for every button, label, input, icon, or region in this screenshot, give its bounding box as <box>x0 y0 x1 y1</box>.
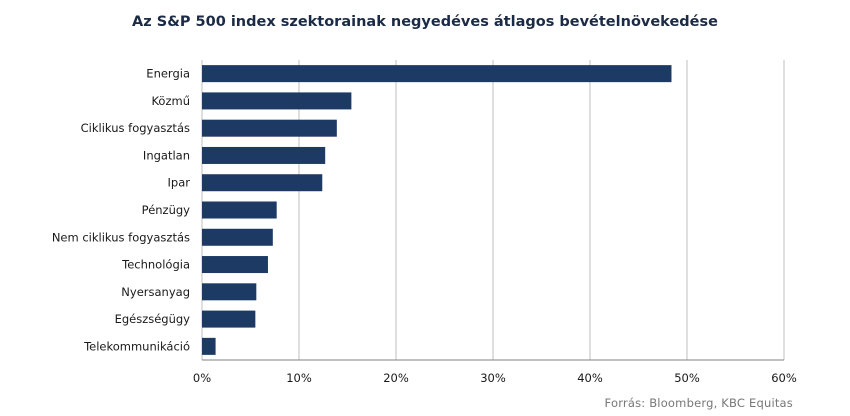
category-label: Telekommunikáció <box>83 339 190 353</box>
x-tick-label: 50% <box>674 371 700 385</box>
x-tick-label: 60% <box>771 371 797 385</box>
chart-title: Az S&P 500 index szektorainak negyedéves… <box>132 14 718 30</box>
category-label: Ciklikus fogyasztás <box>81 121 190 135</box>
bar <box>202 146 326 164</box>
category-label: Nyersanyag <box>121 285 190 299</box>
bars <box>202 65 672 355</box>
bar <box>202 92 352 110</box>
bar <box>202 65 672 83</box>
category-labels: Energia Közmű Ciklikus fogyasztás Ingatlan I… <box>52 67 190 354</box>
category-label: Egészségügy <box>115 312 191 326</box>
bar <box>202 119 337 137</box>
bar <box>202 174 323 192</box>
x-tick-labels: 0% 10% 20% 30% 40% 50% 60% <box>193 371 797 385</box>
x-tick-label: 10% <box>286 371 312 385</box>
bar <box>202 310 256 328</box>
source-note: Forrás: Bloomberg, KBC Equitas <box>604 396 793 410</box>
bar <box>202 228 273 246</box>
bar <box>202 256 268 274</box>
x-tick-label: 20% <box>383 371 409 385</box>
bar <box>202 283 257 301</box>
category-label: Pénzügy <box>142 203 191 217</box>
x-tick-label: 30% <box>480 371 506 385</box>
category-label: Nem ciklikus fogyasztás <box>52 230 190 244</box>
bar <box>202 337 216 355</box>
bar <box>202 201 277 219</box>
category-label: Közmű <box>151 94 190 108</box>
category-label: Energia <box>146 67 190 81</box>
category-label: Technológia <box>121 258 190 272</box>
category-label: Ipar <box>168 176 191 190</box>
category-label: Ingatlan <box>143 148 190 162</box>
x-tick-label: 40% <box>577 371 603 385</box>
x-tick-label: 0% <box>193 371 211 385</box>
